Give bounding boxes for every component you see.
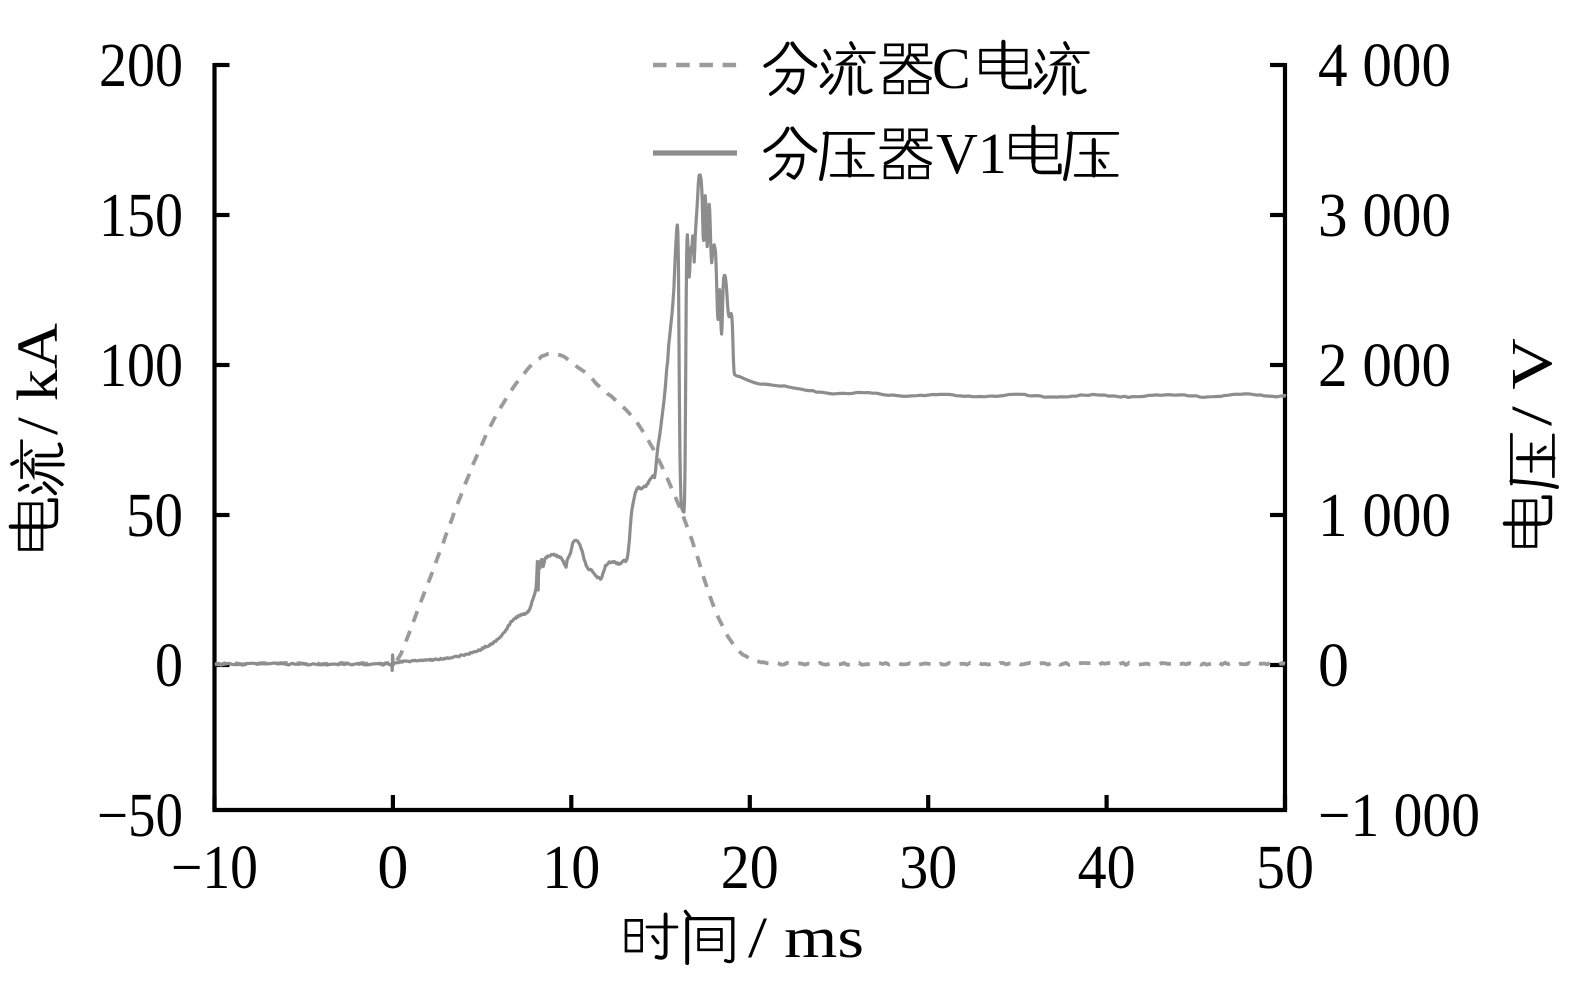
svg-text:10: 10 — [542, 834, 600, 902]
svg-text:0: 0 — [1318, 632, 1349, 700]
svg-text:4 000: 4 000 — [1318, 32, 1451, 100]
svg-text:−50: −50 — [97, 782, 183, 850]
svg-text:3 000: 3 000 — [1318, 182, 1451, 250]
svg-text:−10: −10 — [171, 834, 258, 902]
svg-text:50: 50 — [1256, 834, 1314, 902]
svg-text:150: 150 — [99, 182, 183, 250]
svg-text:30: 30 — [899, 834, 957, 902]
svg-text:V1: V1 — [936, 121, 1007, 186]
svg-text:/ kA: / kA — [5, 323, 70, 435]
svg-text:1 000: 1 000 — [1318, 482, 1451, 550]
svg-text:0: 0 — [155, 632, 183, 700]
svg-text:100: 100 — [99, 332, 183, 400]
svg-text:2 000: 2 000 — [1318, 332, 1451, 400]
svg-text:/ V: / V — [1499, 338, 1564, 426]
svg-text:/ ms: / ms — [748, 905, 864, 970]
svg-text:200: 200 — [99, 32, 183, 100]
svg-text:40: 40 — [1078, 834, 1136, 902]
svg-text:20: 20 — [721, 834, 779, 902]
svg-text:50: 50 — [126, 482, 183, 550]
svg-text:C: C — [932, 36, 971, 101]
svg-text:0: 0 — [377, 834, 408, 902]
svg-text:−1 000: −1 000 — [1318, 782, 1480, 850]
